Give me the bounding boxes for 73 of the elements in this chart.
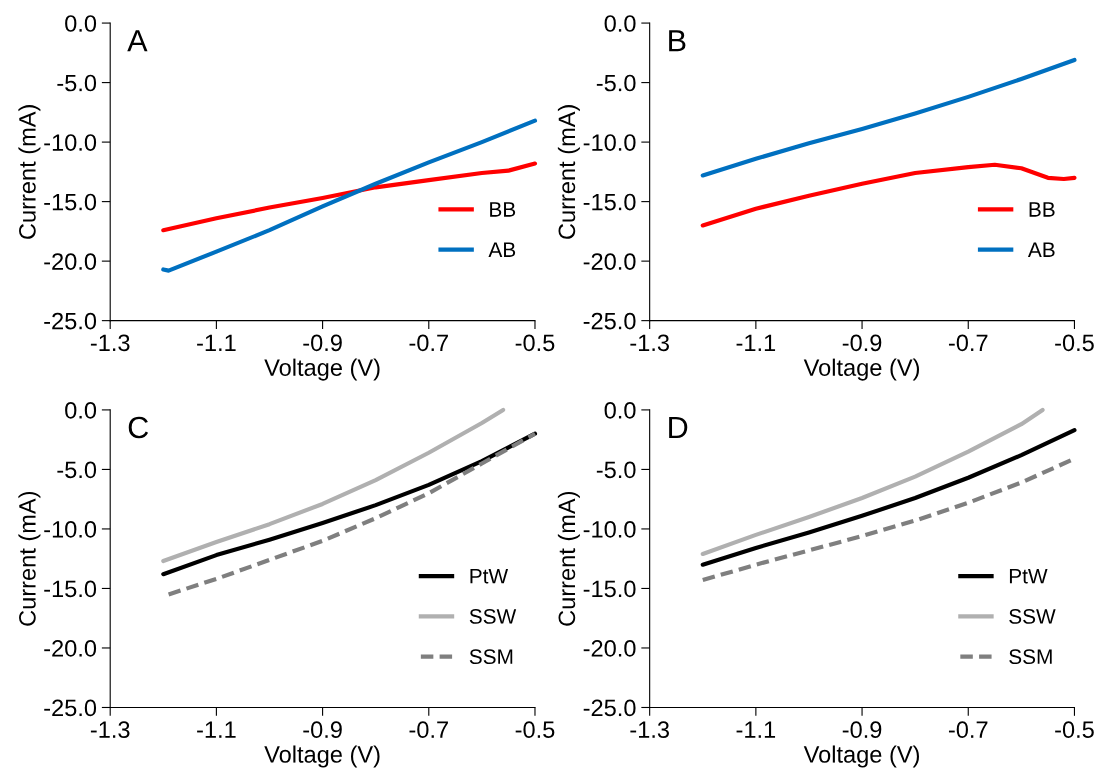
x-tick-label: -1.3 — [90, 721, 130, 739]
x-tick-label: -0.7 — [409, 334, 448, 352]
y-tick-label: -25.0 — [583, 312, 636, 330]
legend-label: PtW — [470, 569, 509, 584]
x-tick-label: -0.5 — [1055, 334, 1094, 352]
chart-title: A — [127, 30, 148, 52]
legend-label: BB — [490, 202, 516, 217]
y-tick-label: -10.0 — [44, 134, 97, 151]
y-tick-label: 0.0 — [65, 15, 97, 32]
x-tick-label: -0.9 — [303, 721, 342, 739]
chart-title: C — [128, 416, 149, 439]
x-tick-label: -0.9 — [842, 721, 882, 739]
y-tick-label: -10.0 — [44, 521, 97, 538]
y-tick-label: -15.0 — [583, 193, 636, 211]
y-tick-label: -20.0 — [44, 253, 97, 270]
y-tick-label: -5.0 — [596, 74, 636, 92]
y-tick-label: -25.0 — [583, 699, 636, 717]
line-series — [161, 407, 506, 564]
line-series — [161, 118, 538, 273]
x-tick-label: -1.1 — [736, 334, 776, 351]
y-tick-label: 0.0 — [604, 401, 636, 419]
line-series — [700, 162, 1077, 228]
x-axis-title: Voltage (V) — [803, 745, 919, 768]
legend-label: SSW — [469, 609, 517, 624]
chart-title: B — [669, 30, 686, 52]
y-axis-title: Current (mA) — [18, 105, 41, 239]
y-tick-label: -10.0 — [583, 521, 636, 538]
y-tick-label: -5.0 — [596, 461, 636, 479]
y-tick-label: -25.0 — [44, 699, 97, 717]
y-tick-label: -20.0 — [583, 640, 636, 657]
y-axis-title: Current (mA) — [557, 491, 580, 626]
line-series — [700, 428, 1077, 567]
line-series — [700, 57, 1077, 178]
legend-label: AB — [1027, 242, 1055, 257]
line-series — [161, 161, 538, 233]
x-axis-title: Voltage (V) — [264, 358, 380, 381]
x-tick-label: -0.9 — [303, 334, 342, 352]
y-tick-label: -5.0 — [57, 74, 97, 92]
legend-label: SSW — [1009, 609, 1056, 624]
y-axis-title: Current (mA) — [18, 491, 41, 626]
legend-label: SSM — [469, 649, 513, 665]
y-axis-title: Current (mA) — [557, 105, 580, 239]
y-tick-label: -20.0 — [583, 253, 636, 270]
legend-label: PtW — [1009, 569, 1048, 584]
chart-title: D — [669, 416, 688, 439]
x-tick-label: -0.5 — [515, 334, 555, 352]
y-tick-label: -10.0 — [583, 134, 636, 151]
x-tick-label: -1.1 — [736, 721, 776, 738]
y-tick-label: -15.0 — [44, 580, 97, 598]
y-tick-label: 0.0 — [65, 401, 97, 419]
line-series — [700, 407, 1045, 557]
y-tick-label: -25.0 — [44, 312, 97, 330]
x-tick-label: -0.9 — [842, 334, 882, 352]
legend-label: SSM — [1009, 649, 1052, 665]
x-tick-label: -0.7 — [948, 334, 988, 352]
x-tick-label: -1.1 — [197, 334, 236, 351]
y-tick-label: -15.0 — [583, 580, 636, 598]
x-tick-label: -1.3 — [630, 721, 669, 739]
x-tick-label: -0.5 — [515, 721, 555, 739]
y-tick-label: -5.0 — [57, 461, 97, 479]
y-tick-label: 0.0 — [604, 15, 636, 32]
legend-label: BB — [1029, 202, 1055, 217]
x-tick-label: -0.5 — [1055, 721, 1094, 739]
x-tick-label: -0.7 — [948, 721, 988, 739]
x-axis-title: Voltage (V) — [264, 745, 380, 768]
x-tick-label: -1.1 — [197, 721, 236, 738]
y-tick-label: -15.0 — [44, 193, 97, 211]
legend-label: AB — [488, 242, 516, 257]
x-tick-label: -0.7 — [409, 721, 448, 739]
x-tick-label: -1.3 — [90, 334, 130, 352]
x-tick-label: -1.3 — [630, 334, 669, 352]
y-tick-label: -20.0 — [44, 640, 97, 657]
x-axis-title: Voltage (V) — [803, 358, 919, 381]
